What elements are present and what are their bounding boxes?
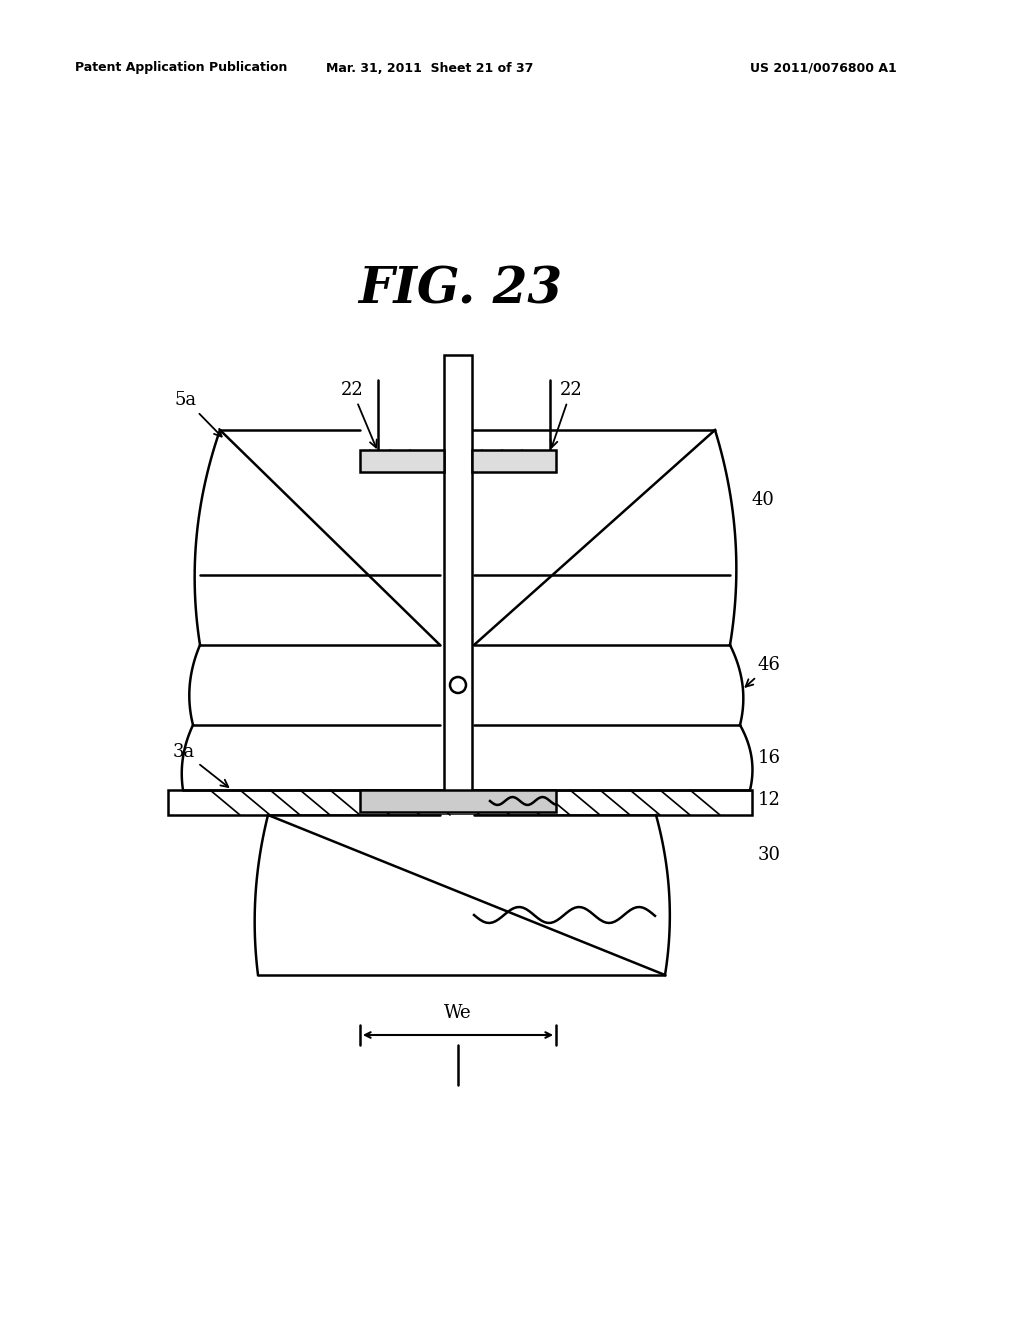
Polygon shape [189,645,743,725]
Text: 46: 46 [745,656,781,686]
Polygon shape [444,355,472,810]
Text: 16: 16 [758,748,781,767]
Text: Wc: Wc [445,374,470,388]
Text: US 2011/0076800 A1: US 2011/0076800 A1 [750,62,897,74]
Text: FIG. 23: FIG. 23 [358,265,562,314]
Text: 22: 22 [551,381,583,447]
Text: Patent Application Publication: Patent Application Publication [75,62,288,74]
Text: 3a: 3a [173,743,228,787]
Text: Mar. 31, 2011  Sheet 21 of 37: Mar. 31, 2011 Sheet 21 of 37 [327,62,534,74]
Polygon shape [195,430,736,645]
Polygon shape [181,725,753,789]
Text: 22: 22 [341,381,377,447]
Polygon shape [168,789,752,814]
Polygon shape [255,814,670,975]
Text: 30: 30 [758,846,781,865]
Text: We: We [444,1005,472,1022]
Polygon shape [360,789,556,812]
Polygon shape [472,450,556,473]
Text: 40: 40 [752,491,775,510]
Text: 5a: 5a [175,391,221,437]
Text: 12: 12 [758,791,781,809]
Polygon shape [360,450,444,473]
